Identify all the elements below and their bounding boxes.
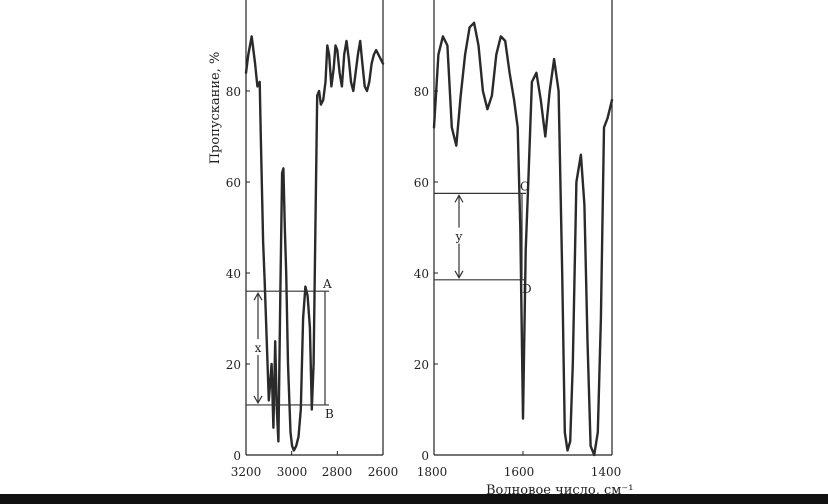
measure-label-bg	[452, 227, 466, 244]
arrow-head-down	[454, 270, 464, 280]
x-tick-label: 1800	[417, 465, 448, 479]
measure-label-bg	[251, 339, 265, 356]
x-axis-label: Волновое число, см⁻¹	[486, 483, 633, 494]
y-tick-label: 80	[414, 85, 429, 99]
spectrum-line	[244, 35, 385, 452]
level-label-top: A	[322, 277, 332, 291]
arrow-head-down	[253, 395, 263, 405]
level-label-top: C	[520, 179, 529, 193]
y-tick-label: 40	[414, 267, 429, 281]
y-tick-label: 80	[226, 85, 241, 99]
x-tick-label: 1400	[591, 465, 622, 479]
y-tick-label: 0	[233, 449, 241, 463]
measure-label: x	[255, 341, 262, 355]
arrow-head-up	[454, 194, 464, 203]
y-tick-label: 20	[226, 358, 241, 372]
level-label-bottom: B	[325, 407, 334, 421]
spectrum-line	[432, 21, 614, 457]
x-tick-label: 3000	[277, 465, 308, 479]
x-tick-label: 2800	[322, 465, 353, 479]
x-tick-label: 2600	[368, 465, 399, 479]
x-tick-label: 1600	[504, 465, 535, 479]
y-tick-label: 60	[414, 176, 429, 190]
y-tick-label: 20	[414, 358, 429, 372]
left-spectrum-plot: 0 20 40 60 80 3200 3000 2800 2600 x A B	[226, 0, 399, 479]
bottom-border-bar	[0, 494, 828, 504]
y-tick-label: 60	[226, 176, 241, 190]
right-spectrum-plot: 0 20 40 60 80 1800 1600 1400 y C D	[414, 0, 622, 479]
measure-label: y	[455, 230, 463, 244]
level-label-bottom: D	[522, 282, 532, 296]
arrow-head-up	[253, 291, 263, 301]
y-tick-label: 0	[421, 449, 429, 463]
x-tick-label: 3200	[231, 465, 262, 479]
y-axis-label: Пропускание, %	[208, 52, 223, 165]
y-tick-label: 40	[226, 267, 241, 281]
